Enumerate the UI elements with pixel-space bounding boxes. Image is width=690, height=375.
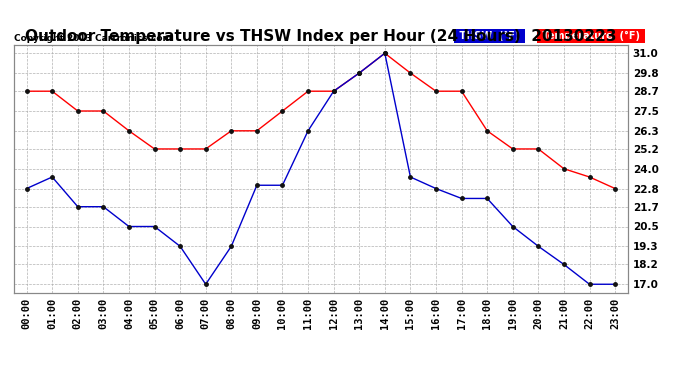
Text: Copyright 2013 Cartronics.com: Copyright 2013 Cartronics.com — [14, 33, 172, 42]
Title: Outdoor Temperature vs THSW Index per Hour (24 Hours)  20130223: Outdoor Temperature vs THSW Index per Ho… — [25, 29, 617, 44]
Text: Temperature  (°F): Temperature (°F) — [539, 31, 643, 41]
Text: THSW  (°F): THSW (°F) — [456, 31, 523, 41]
